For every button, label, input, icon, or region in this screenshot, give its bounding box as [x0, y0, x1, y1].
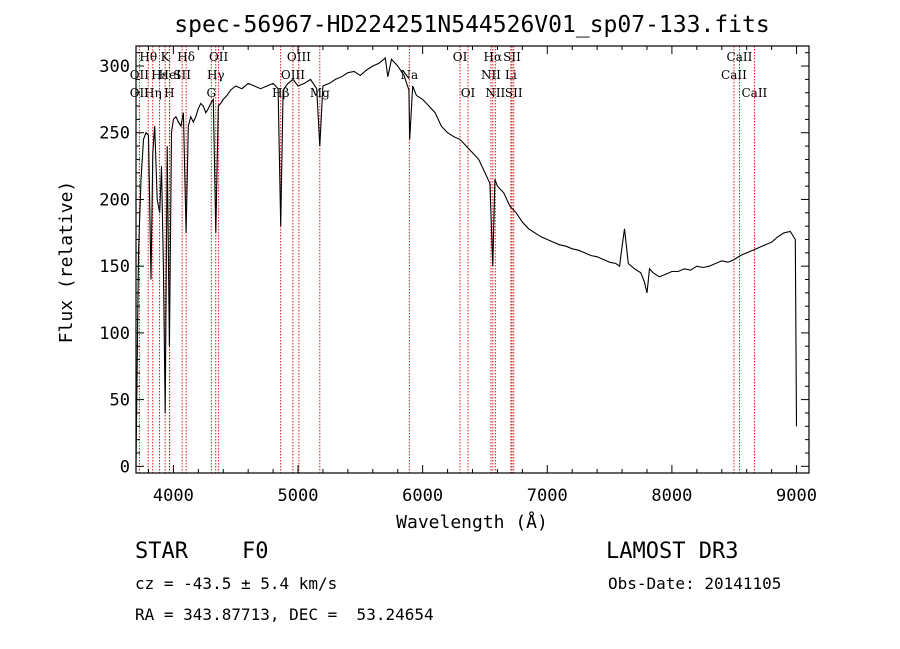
- spectral-line-label: CaII: [741, 86, 767, 100]
- x-tick-label: 6000: [402, 486, 443, 506]
- survey-name: LAMOST DR3: [606, 539, 739, 564]
- spectral-line-label: G: [206, 86, 216, 100]
- y-tick-label: 50: [110, 391, 130, 411]
- spectral-line-markers: [138, 46, 755, 473]
- spectral-line-label: Hγ: [207, 68, 225, 82]
- y-tick-label: 200: [99, 190, 130, 210]
- y-axis-label: Flux (relative): [56, 181, 77, 344]
- spectral-line-label: OIII: [281, 68, 305, 82]
- y-tick-label: 0: [120, 457, 130, 477]
- spectral-line-label: CaII: [727, 50, 753, 64]
- chart-title: spec-56967-HD224251N544526V01_sp07-133.f…: [174, 12, 769, 38]
- spectral-line-label: Hα: [484, 50, 503, 64]
- spectral-subclass: F0: [242, 539, 269, 564]
- object-type: STAR: [135, 539, 188, 564]
- spectral-line-label: Li: [505, 68, 517, 82]
- spectral-line-label: Hβ: [272, 86, 289, 100]
- spectral-line-label: OI: [461, 86, 476, 100]
- spectral-line-label: OIII: [287, 50, 311, 64]
- x-tick-label: 9000: [776, 486, 817, 506]
- spectral-line-label: Hε: [151, 68, 168, 82]
- x-tick-label: 7000: [527, 486, 568, 506]
- spectral-line-label: Hδ: [177, 50, 195, 64]
- spectral-line-label: OII: [209, 50, 229, 64]
- spectral-line-label: Hθ: [139, 50, 157, 64]
- x-tick-label: 4000: [153, 486, 194, 506]
- spectral-line-label: OII: [130, 68, 150, 82]
- cz-value: cz = -43.5 ± 5.4 km/s: [135, 574, 338, 593]
- x-tick-label: 5000: [278, 486, 319, 506]
- plot-frame: [135, 45, 810, 474]
- spectral-line-label: SII: [173, 68, 191, 82]
- spectral-line-label: OI: [453, 50, 468, 64]
- y-tick-label: 250: [99, 124, 130, 144]
- y-tick-label: 100: [99, 324, 130, 344]
- spectral-line-label: HeI: [158, 68, 181, 82]
- spectral-line-label: CaII: [721, 68, 747, 82]
- y-tick-label: 150: [99, 257, 130, 277]
- spectrum-line: [135, 56, 798, 467]
- spectral-line-label: NII: [481, 68, 501, 82]
- x-tick-label: 8000: [651, 486, 692, 506]
- obs-date: Obs-Date: 20141105: [608, 574, 782, 593]
- y-tick-label: 300: [99, 57, 130, 77]
- spectral-line-label: SII: [505, 86, 523, 100]
- spectral-line-label: K: [161, 50, 171, 64]
- spectral-line-label: NII: [485, 86, 505, 100]
- spectral-line-label: Hη: [144, 86, 162, 100]
- spectral-line-label: SII: [503, 50, 521, 64]
- coordinates: RA = 343.87713, DEC = 53.24654: [135, 605, 434, 624]
- spectral-line-label: Mg: [310, 86, 330, 100]
- x-axis-label: Wavelength (Å): [396, 511, 548, 533]
- x-axis-ticks: 4000 5000 6000 7000 8000 9000: [147, 46, 817, 506]
- y-axis-ticks: 0 50 100 150 200 250 300: [99, 52, 809, 477]
- spectral-line-label: H: [164, 86, 174, 100]
